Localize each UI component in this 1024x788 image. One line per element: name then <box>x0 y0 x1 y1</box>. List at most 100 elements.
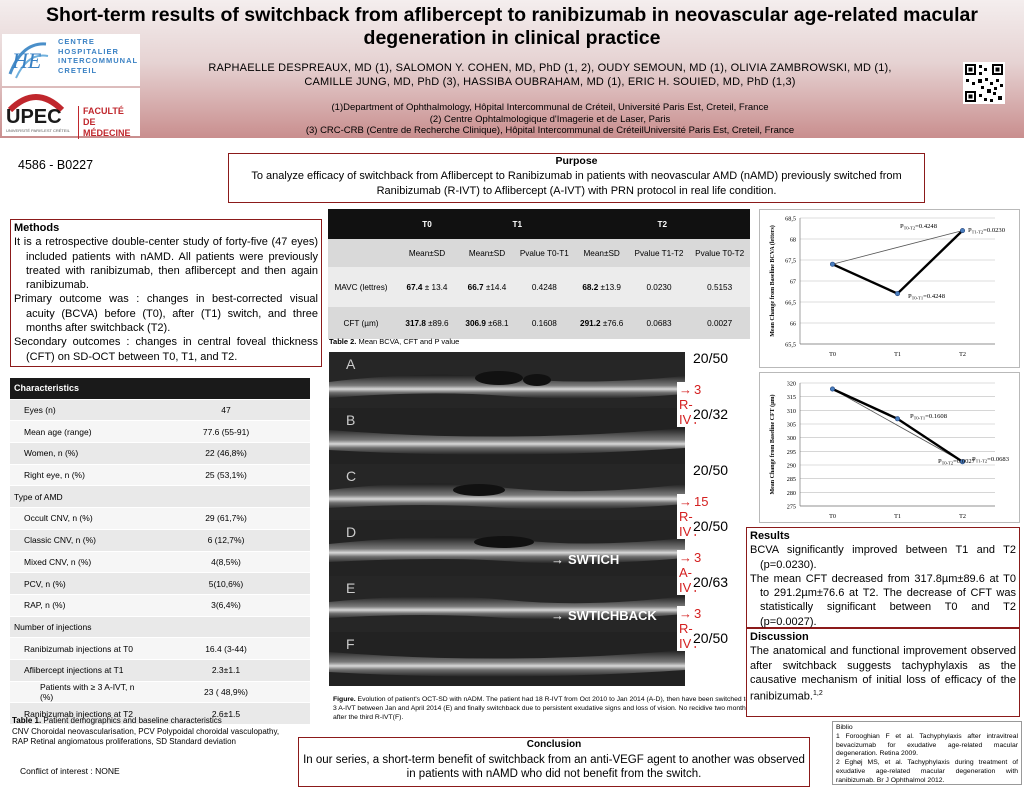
poster-header <box>0 0 1024 138</box>
bibliography-heading: Biblio <box>836 724 853 731</box>
y-tick-label: 290 <box>787 463 796 470</box>
table-cell: 317.8 ±89.6 <box>394 307 460 339</box>
y-axis-label: Mean Change from Baseline CFT (µm) <box>769 394 776 494</box>
characteristic-value: 4(8,5%) <box>142 551 310 574</box>
switch-label: SWTICH <box>568 552 620 567</box>
methods-box: Methods It is a retrospective double-cen… <box>10 219 322 367</box>
mean-value: 67.4 <box>406 282 423 292</box>
characteristic-label: Eyes (n) <box>10 399 142 422</box>
conclusion-text: In our series, a short-term benefit of s… <box>303 753 805 781</box>
characteristic-value: 29 (61,7%) <box>142 507 310 530</box>
table1-caption-text: Patient demographics and baseline charac… <box>41 716 222 725</box>
p-value-text: =0.0230 <box>983 227 1006 234</box>
x-tick-label: T1 <box>894 351 901 358</box>
table-row: Aflibercept injections at T1 2.3±1.1 <box>10 659 310 682</box>
y-tick-label: 68 <box>790 237 796 244</box>
affiliation-line: (3) CRC-CRB (Centre de Recherche Cliniqu… <box>305 125 795 136</box>
mean-value: 66.7 <box>467 282 484 292</box>
p-value-subscript: T0-T2 <box>942 461 954 466</box>
table-cell: 0.5153 <box>689 267 750 307</box>
table-subheader-cell: Mean±SD <box>460 239 515 267</box>
row-label: CFT (µm) <box>328 307 394 339</box>
discussion-box: Discussion The anatomical and functional… <box>746 628 1020 717</box>
y-tick-label: 66 <box>790 321 796 328</box>
arrow-right-icon: → <box>551 608 564 623</box>
affiliation-line: (1)Department of Ophthalmology, Hôpital … <box>331 102 769 113</box>
p-value-text: =0.4248 <box>915 223 938 230</box>
methods-paragraph: It is a retrospective double-center stud… <box>14 236 318 292</box>
bibliography-reference: 2 Eghøj MS, et al. Tachyphylaxis during … <box>836 759 1018 784</box>
results-heading: Results <box>750 530 790 542</box>
oct-panel-letter: C <box>346 468 357 484</box>
characteristic-value: 6 (12,7%) <box>142 529 310 552</box>
authors-line: RAPHAELLE DESPREAUX, MD (1), SALOMON Y. … <box>208 62 892 74</box>
table-header-cell: T2 <box>574 209 750 239</box>
y-tick-label: 315 <box>787 394 796 401</box>
data-point <box>895 416 901 422</box>
y-tick-label: 295 <box>787 449 796 456</box>
sd-value: ±13.9 <box>598 282 621 292</box>
data-point <box>960 228 966 234</box>
oct-scan-c <box>329 464 685 520</box>
table1-abbreviations: RAP Retinal angiomatous proliferations, … <box>12 737 236 746</box>
characteristic-value: 2.3±1.1 <box>142 659 310 682</box>
upec-arc-graphic <box>7 94 65 112</box>
characteristic-value <box>142 616 310 639</box>
characteristic-value: 16.4 (3-44) <box>142 637 310 660</box>
figure-caption: Figure. Evolution of patient's OCT-SD wi… <box>333 695 751 722</box>
y-tick-label: 305 <box>787 422 796 429</box>
p-value-text: =0.0683 <box>987 456 1010 463</box>
qr-code[interactable] <box>963 62 1005 104</box>
table-row: Mean age (range) 77.6 (55-91) <box>10 420 310 444</box>
oct-scan-d <box>329 520 685 576</box>
sd-value: ±14.4 <box>483 282 507 292</box>
upec-logo-text: UPEC <box>6 106 62 128</box>
table-row: Classic CNV, n (%) 6 (12,7%) <box>10 529 310 552</box>
bibliography-reference: 1 Forooghian F et al. Tachyphylaxis afte… <box>836 732 1018 758</box>
characteristic-label: Mixed CNV, n (%) <box>10 551 142 574</box>
results-paragraph: The mean CFT decreased from 317.8µm±89.6… <box>750 572 1016 628</box>
sd-value: ±68.1 <box>485 318 509 328</box>
oct-scan-f <box>329 632 685 686</box>
table-cell: 0.0027 <box>689 307 750 339</box>
table-subheader-row: Mean±SD Mean±SD Pvalue T0-T1 Mean±SD Pva… <box>328 239 750 267</box>
characteristic-label: PCV, n (%) <box>10 572 142 595</box>
visual-acuity-label: 20/50 <box>691 518 731 534</box>
visual-acuity-label: 20/50 <box>691 630 731 646</box>
p-value-text: =0.1608 <box>925 413 948 420</box>
affiliation-line: (2) Centre Ophtalmologique d'Imagerie et… <box>429 113 671 125</box>
characteristic-value: 5(10,6%) <box>142 572 310 595</box>
characteristic-label: Ranibizumab injections at T0 <box>10 637 142 660</box>
p-value-annotation: PT1-T2=0.0683 <box>972 456 1010 464</box>
discussion-heading: Discussion <box>750 631 809 643</box>
table-subheader-cell: Mean±SD <box>574 239 629 267</box>
characteristic-value: 25 (53,1%) <box>142 464 310 487</box>
table-row: Eyes (n) 47 <box>10 399 310 422</box>
table2-caption-text: Mean BCVA, CFT and P value <box>356 337 460 346</box>
data-point <box>960 459 966 465</box>
table-cell: 67.4 ± 13.4 <box>394 267 460 307</box>
characteristic-label: Patients with ≥ 3 A-IVT, n (%) <box>10 681 142 704</box>
p-value-subscript: T1-T2 <box>972 230 984 235</box>
table-header-cell: T0 <box>394 209 460 239</box>
characteristic-value: 47 <box>142 399 310 422</box>
chic-logo: HE CENTRE HOSPITALIER INTERCOMMUNAL CRET… <box>2 34 140 86</box>
table-subheader-cell <box>328 239 394 267</box>
characteristic-label: Ranibizumab injections at T2 <box>10 702 142 725</box>
cft-chart-svg: 275 280 285 290 295 300 305 310 315 320 T0 T1 T2 Mean… <box>769 381 1010 521</box>
oct-scan-a <box>329 352 685 408</box>
methods-heading: Methods <box>14 222 60 234</box>
y-tick-label: 285 <box>787 476 796 483</box>
upec-logo: UPEC UNIVERSITÉ PARIS-EST CRÉTEIL FACULT… <box>2 88 140 139</box>
conclusion-box: Conclusion In our series, a short-term b… <box>298 737 810 787</box>
bcva-chart-svg: 65,5 66 66,5 67 67,5 68 68,5 T0 T1 T2 Mean Change … <box>769 216 1006 359</box>
purpose-heading: Purpose <box>555 155 598 167</box>
affiliations: (1)Department of Ophthalmology, Hôpital … <box>150 102 950 137</box>
y-tick-label: 275 <box>787 504 796 511</box>
characteristic-value: 77.6 (55-91) <box>142 420 310 444</box>
characteristic-value: 3(6,4%) <box>142 594 310 617</box>
y-tick-label: 68,5 <box>785 216 796 223</box>
table-row: Occult CNV, n (%) 29 (61,7%) <box>10 507 310 530</box>
results-box: Results BCVA significantly improved betw… <box>746 527 1020 628</box>
switch-label: SWTICHBACK <box>568 608 657 623</box>
